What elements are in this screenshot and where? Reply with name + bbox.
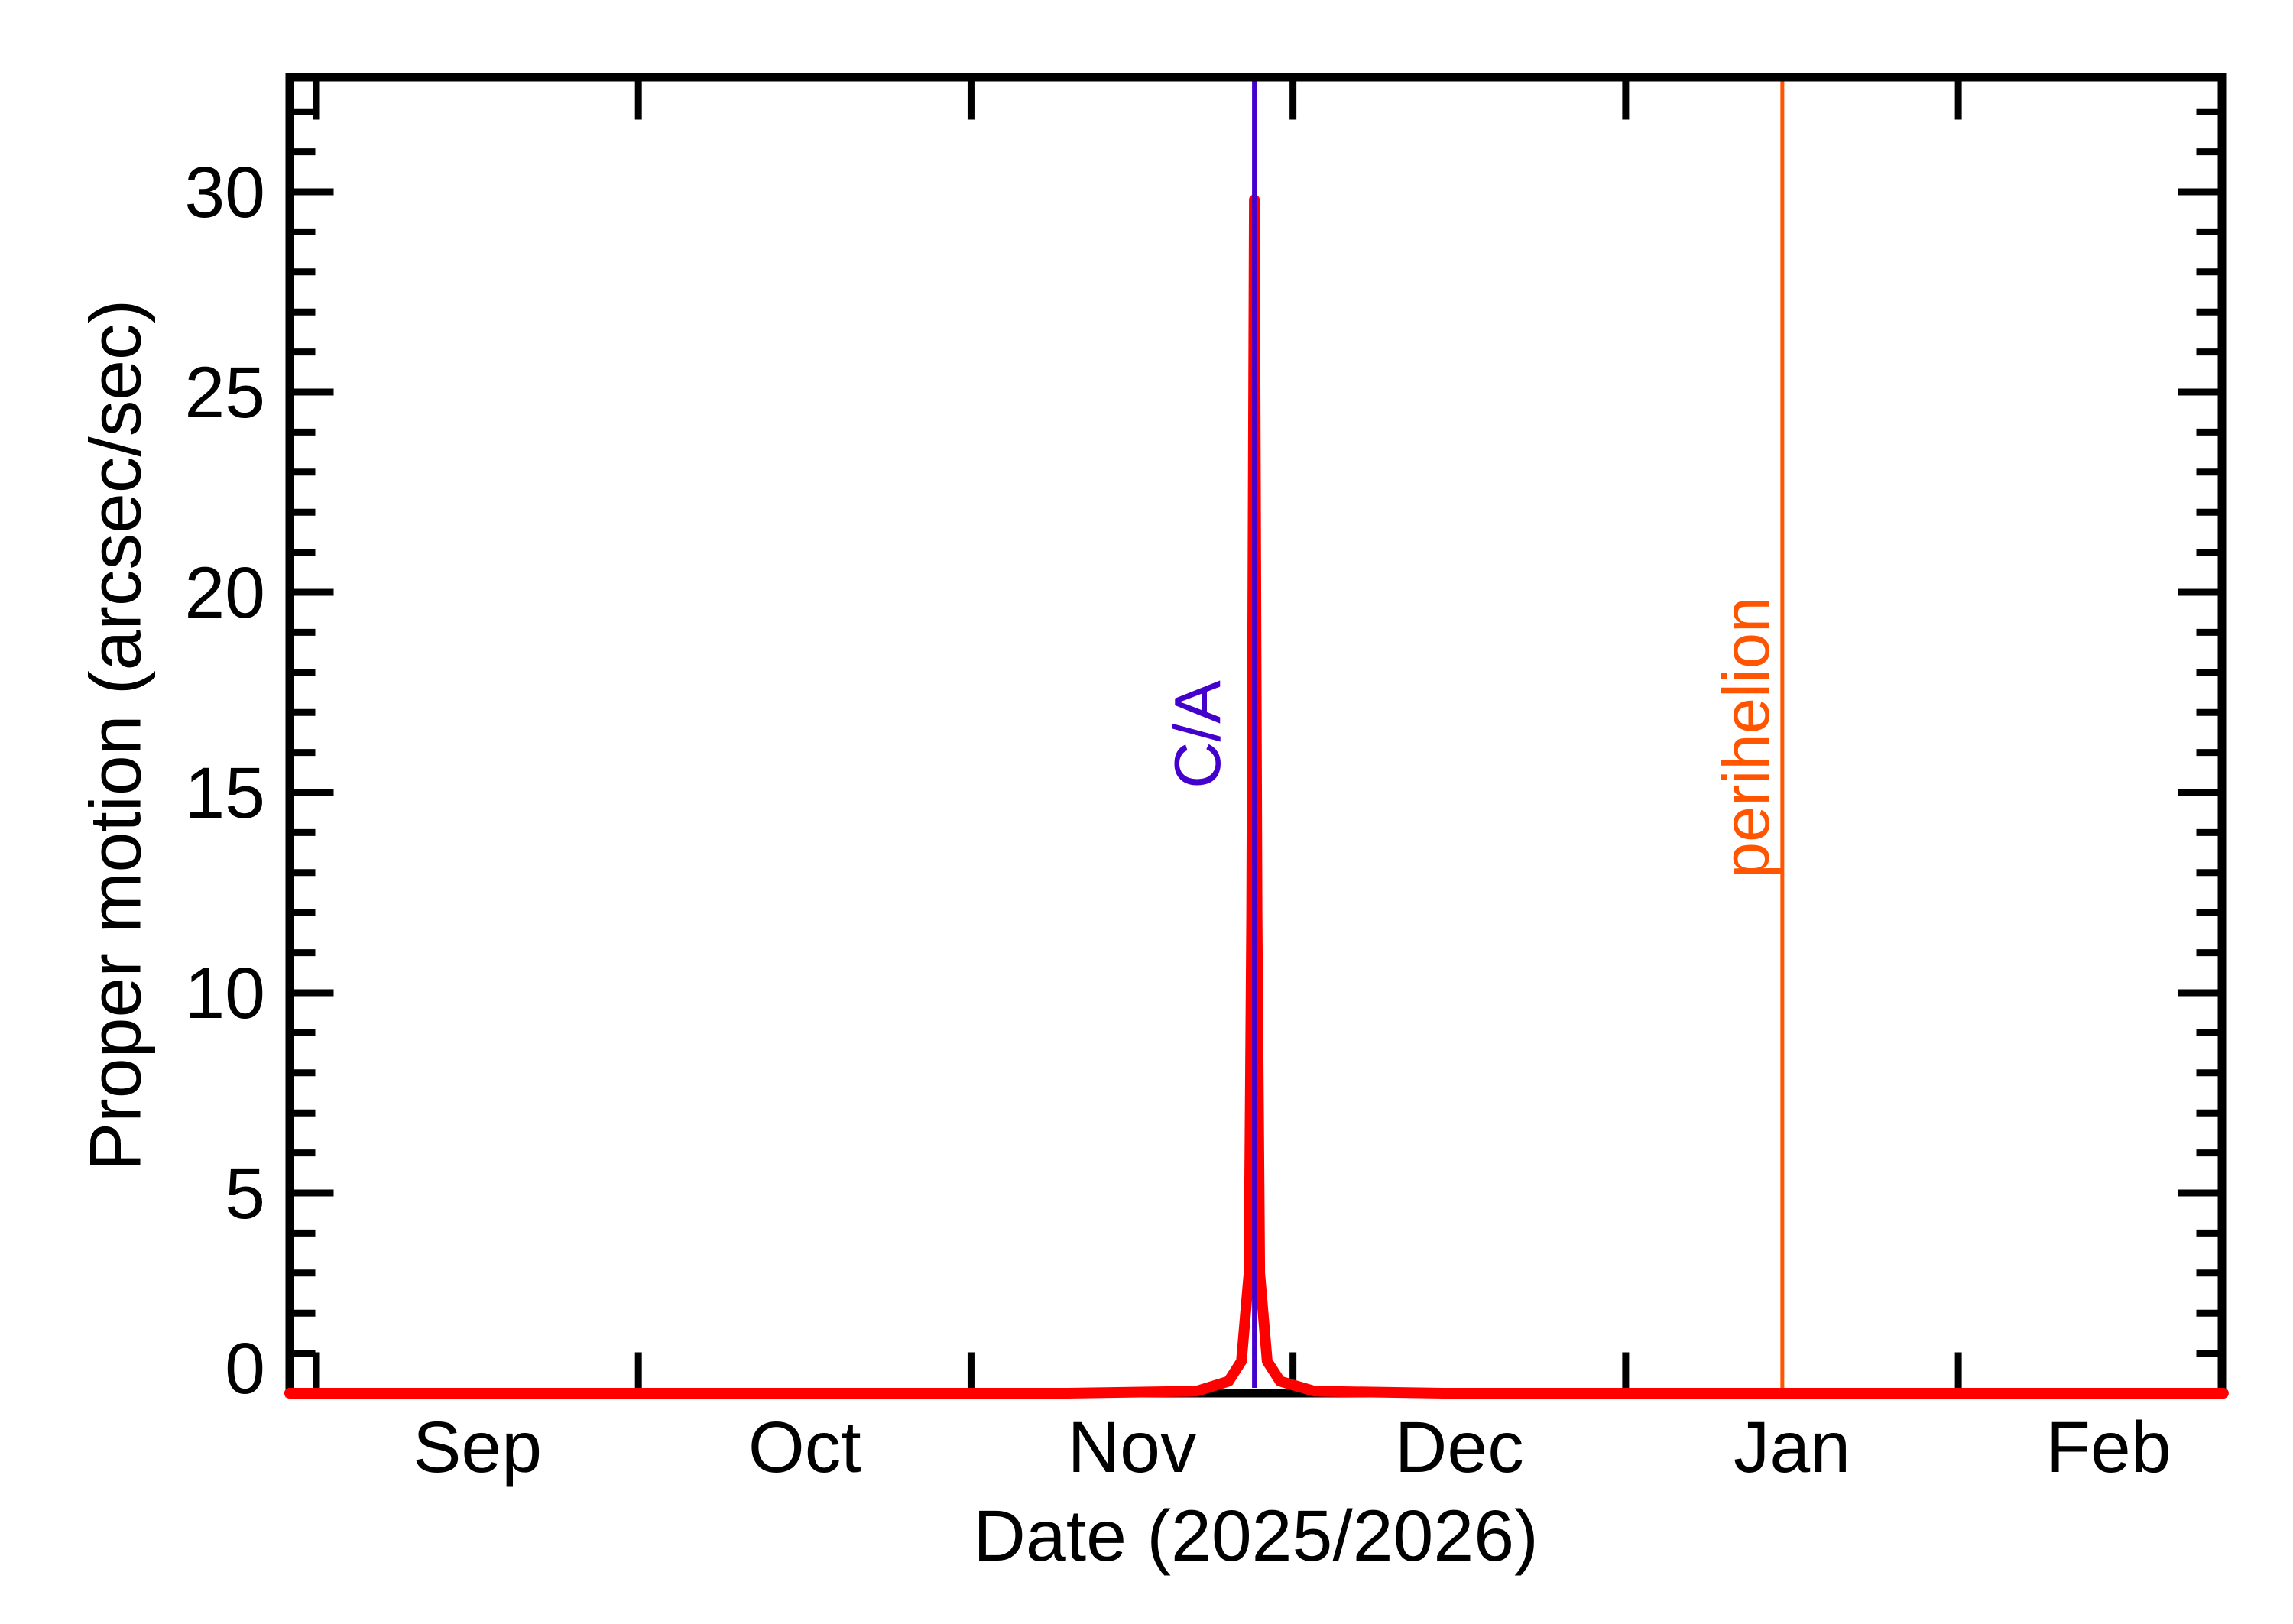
x-tick-label: Nov: [1068, 1407, 1197, 1488]
y-tick-label: 15: [184, 753, 265, 834]
y-tick-label: 30: [184, 152, 265, 233]
plot-frame: [285, 73, 2227, 1398]
y-tick-label: 0: [225, 1328, 265, 1409]
y-axis-title: Proper motion (arcsec/sec): [75, 299, 157, 1172]
x-tick-label: Jan: [1734, 1407, 1850, 1488]
close-approach-label: C/A: [1162, 680, 1234, 789]
x-tick-label: Dec: [1395, 1407, 1524, 1488]
y-tick-label: 10: [184, 953, 265, 1034]
x-tick-label: Oct: [748, 1407, 861, 1488]
x-axis-title: Date (2025/2026): [973, 1496, 1539, 1577]
x-tick-label: Feb: [2046, 1407, 2171, 1488]
y-tick-label: 25: [184, 352, 265, 433]
perihelion-label: perihelion: [1711, 596, 1783, 879]
y-tick-label: 20: [184, 553, 265, 634]
y-tick-label: 5: [225, 1153, 265, 1234]
x-tick-label: Sep: [413, 1407, 542, 1488]
